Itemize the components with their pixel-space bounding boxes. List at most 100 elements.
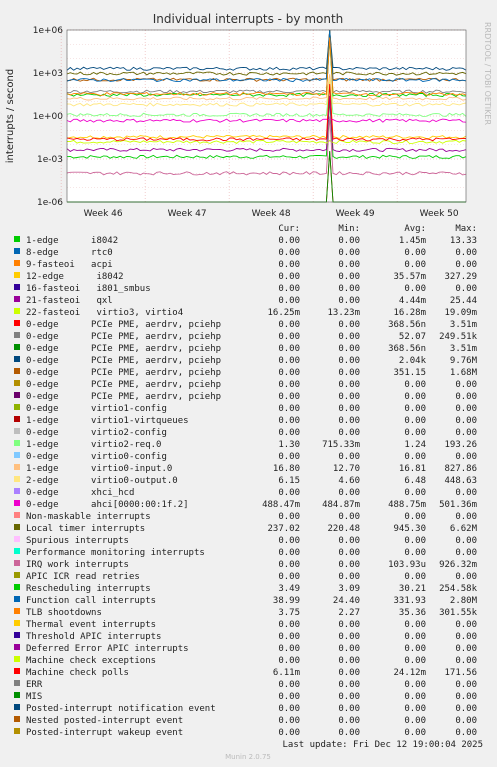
legend-value: 301.55k — [439, 608, 478, 618]
legend-swatch — [14, 716, 20, 722]
legend-value: 249.51k — [439, 332, 478, 342]
legend-value: 0.00 — [278, 248, 300, 258]
legend-value: 0.00 — [338, 344, 360, 354]
legend-value: 0.00 — [278, 548, 300, 558]
legend-value: 0.00 — [278, 272, 300, 282]
legend-value: 0.00 — [455, 416, 477, 426]
legend-swatch — [14, 584, 20, 590]
legend-value: 0.00 — [278, 320, 300, 330]
x-tick-label: Week 48 — [252, 209, 291, 219]
legend-value: 237.02 — [267, 524, 300, 534]
legend-series-name: Spurious interrupts — [26, 536, 129, 546]
legend-series-name: IRQ work interrupts — [26, 560, 129, 570]
legend-value: 0.00 — [404, 380, 426, 390]
legend-series-name: Machine check exceptions — [26, 656, 156, 666]
legend-value: 0.00 — [338, 380, 360, 390]
chart-title: Individual interrupts - by month — [153, 12, 344, 26]
legend-value: 0.00 — [404, 512, 426, 522]
legend-value: 6.62M — [450, 524, 478, 534]
legend-value: 0.00 — [278, 392, 300, 402]
legend-value: 488.47m — [262, 500, 300, 510]
legend-value: 0.00 — [455, 692, 477, 702]
legend-swatch — [14, 404, 20, 410]
legend-swatch — [14, 548, 20, 554]
legend-swatch — [14, 692, 20, 698]
legend-swatch — [14, 656, 20, 662]
legend-value: 0.00 — [455, 656, 477, 666]
legend-value: 0.00 — [404, 572, 426, 582]
legend-value: 327.29 — [444, 272, 477, 282]
legend-value: 0.00 — [338, 680, 360, 690]
legend-value: 0.00 — [404, 452, 426, 462]
legend-value: 0.00 — [404, 632, 426, 642]
legend-value: 0.00 — [338, 260, 360, 270]
legend-value: 0.00 — [455, 716, 477, 726]
legend-value: 0.00 — [338, 692, 360, 702]
legend-value: 52.07 — [399, 332, 426, 342]
legend-value: 0.00 — [404, 620, 426, 630]
legend-value: 0.00 — [278, 512, 300, 522]
legend-value: 0.00 — [338, 536, 360, 546]
legend-value: 6.15 — [278, 476, 300, 486]
legend-series-name: 16-fasteoi i801_smbus — [26, 284, 151, 294]
legend-value: 0.00 — [278, 368, 300, 378]
legend-value: 0.00 — [278, 488, 300, 498]
legend-swatch — [14, 464, 20, 470]
legend-series-name: Posted-interrupt notification event — [26, 704, 216, 714]
legend-value: 0.00 — [278, 536, 300, 546]
legend-value: 0.00 — [278, 704, 300, 714]
series-line — [66, 74, 467, 101]
legend-value: 3.51m — [450, 320, 477, 330]
legend-value: 3.51m — [450, 344, 477, 354]
legend-swatch — [14, 500, 20, 506]
legend-value: 12.70 — [333, 464, 360, 474]
legend-value: 0.00 — [278, 728, 300, 738]
legend-value: 24.12m — [393, 668, 426, 678]
legend-value: 16.28m — [393, 308, 426, 318]
legend-value: 0.00 — [455, 548, 477, 558]
legend-value: 0.00 — [278, 284, 300, 294]
legend-series-name: 0-edge PCIe PME, aerdrv, pciehp — [26, 344, 221, 354]
legend-swatch — [14, 428, 20, 434]
legend-swatch — [14, 272, 20, 278]
legend-value: 368.56n — [388, 344, 426, 354]
legend-series-name: ERR — [26, 680, 43, 690]
legend-value: 0.00 — [278, 404, 300, 414]
legend-value: 4.44m — [399, 296, 426, 306]
legend-value: 351.15 — [393, 368, 426, 378]
legend-value: 0.00 — [404, 680, 426, 690]
series-line — [67, 139, 467, 144]
legend-value: 3.75 — [278, 608, 300, 618]
legend-value: 0.00 — [278, 620, 300, 630]
legend-swatch — [14, 644, 20, 650]
legend-value: 171.56 — [444, 668, 477, 678]
legend-swatch — [14, 320, 20, 326]
legend-series-name: 21-fasteoi qxl — [26, 296, 113, 306]
legend-series-name: 0-edge PCIe PME, aerdrv, pciehp — [26, 368, 221, 378]
legend-series-name: 1-edge virtio2-req.0 — [26, 440, 161, 450]
legend-swatch — [14, 356, 20, 362]
legend-series-name: 0-edge ahci[0000:00:1f.2] — [26, 500, 189, 510]
legend-swatch — [14, 512, 20, 518]
legend-value: 0.00 — [278, 380, 300, 390]
legend-value: 2.27 — [338, 608, 360, 618]
legend-value: 0.00 — [338, 620, 360, 630]
legend-value: 0.00 — [404, 260, 426, 270]
legend-value: 0.00 — [338, 632, 360, 642]
y-tick-label: 1e+00 — [33, 112, 64, 122]
legend-value: 16.25m — [267, 308, 300, 318]
legend-value: 193.26 — [444, 440, 477, 450]
x-tick-label: Week 46 — [84, 209, 123, 219]
series-line — [66, 116, 467, 176]
legend-column-header: Cur: — [278, 224, 300, 234]
legend-swatch — [14, 560, 20, 566]
legend-value: 0.00 — [338, 656, 360, 666]
legend-value: 24.40 — [333, 596, 360, 606]
legend-value: 0.00 — [278, 644, 300, 654]
legend-value: 0.00 — [278, 356, 300, 366]
legend-value: 220.48 — [327, 524, 360, 534]
legend-value: 0.00 — [404, 284, 426, 294]
legend-value: 16.80 — [273, 464, 300, 474]
legend-value: 0.00 — [455, 452, 477, 462]
